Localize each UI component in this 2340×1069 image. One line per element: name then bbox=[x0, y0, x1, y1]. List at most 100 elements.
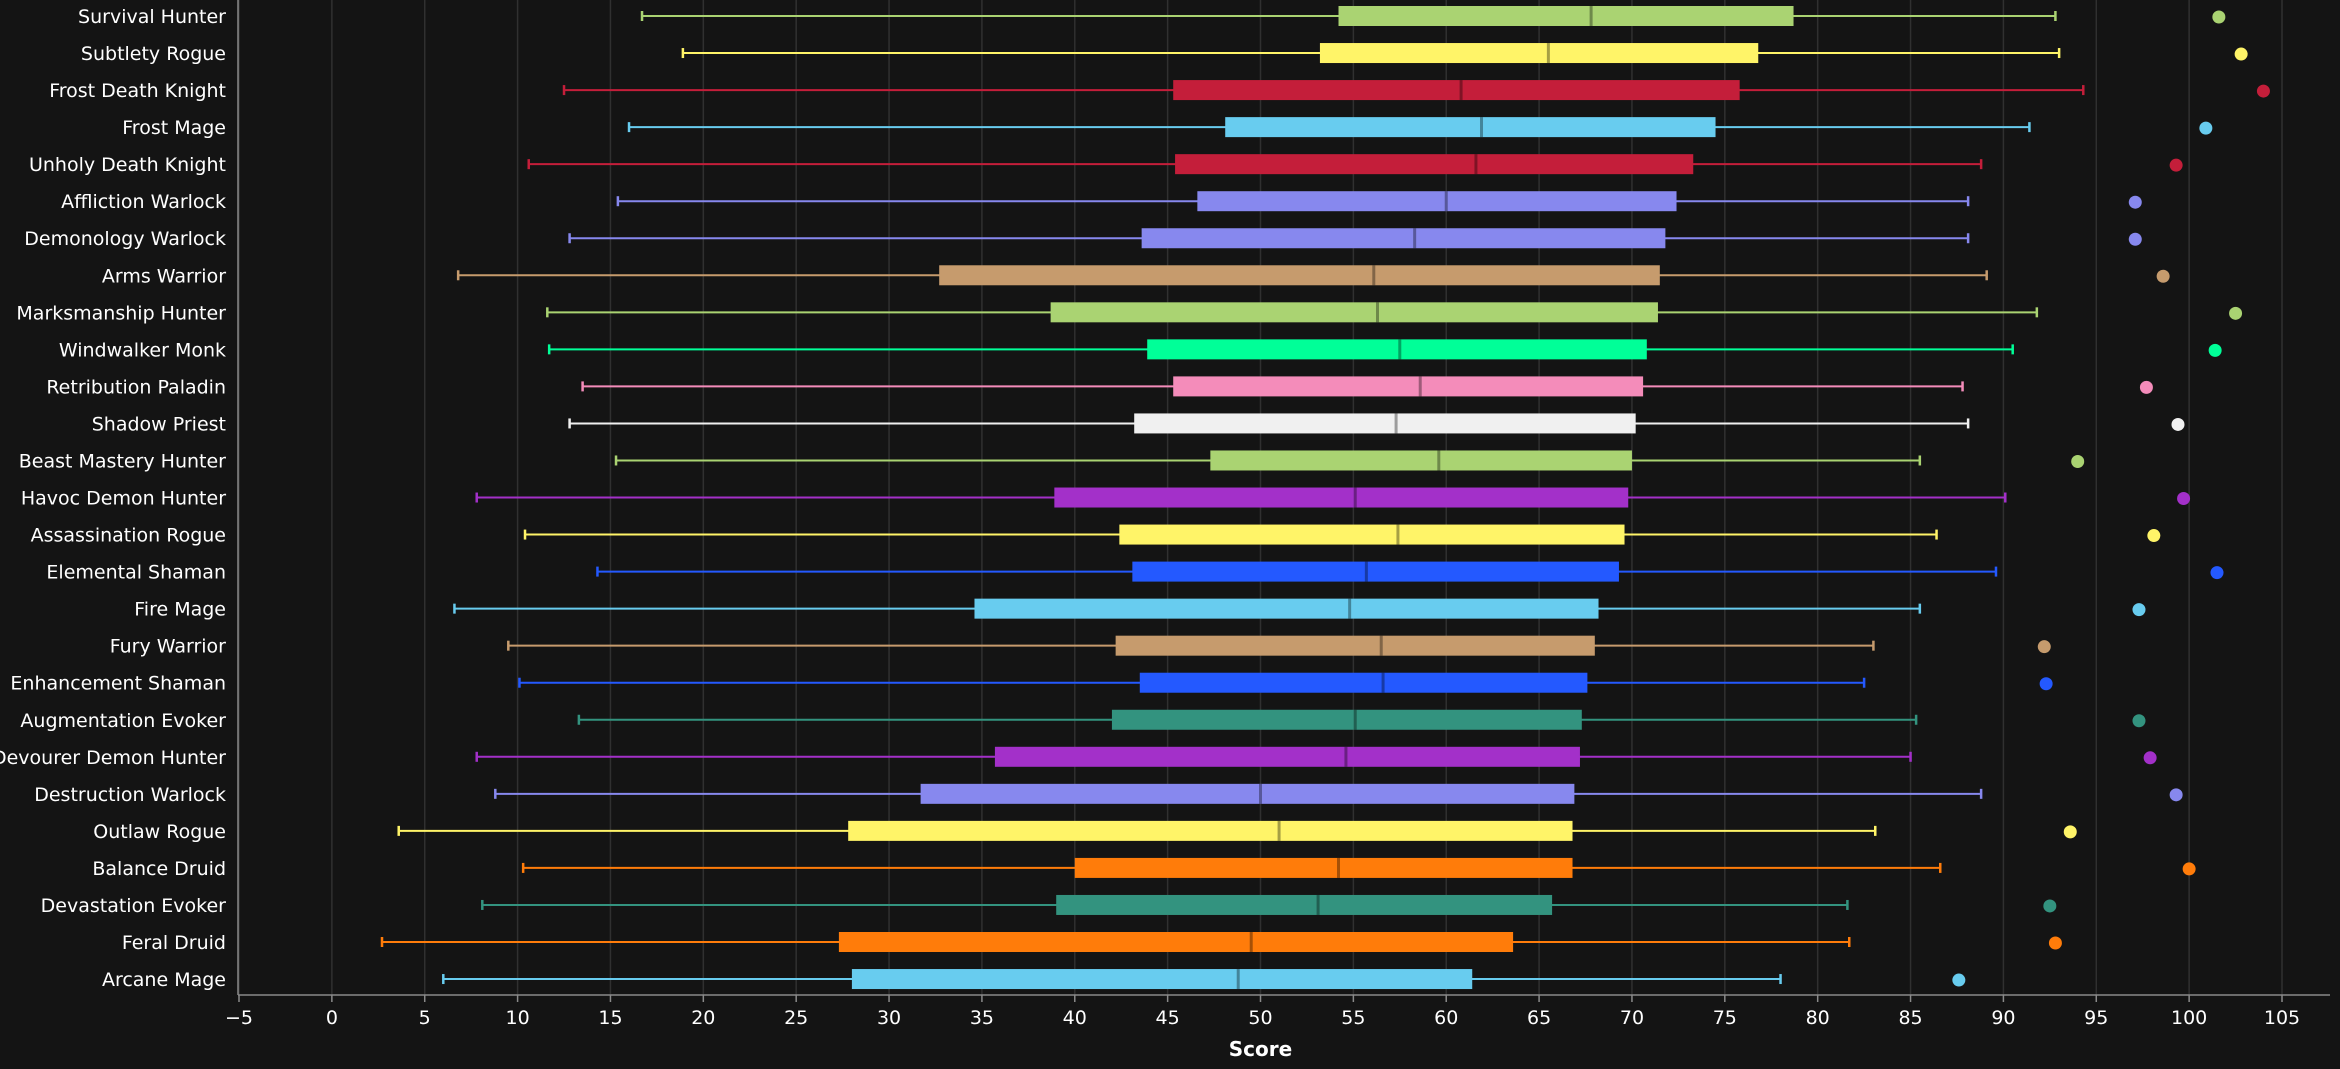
category-label: Elemental Shaman bbox=[46, 562, 226, 584]
outlier-point bbox=[2132, 603, 2146, 617]
box-series bbox=[546, 302, 2243, 323]
box-iqr bbox=[851, 969, 1473, 990]
category-label: Survival Hunter bbox=[78, 6, 226, 28]
box-series bbox=[494, 783, 2183, 804]
category-label: Destruction Warlock bbox=[34, 784, 226, 806]
outlier-point bbox=[2210, 566, 2224, 580]
box-iqr bbox=[1197, 191, 1677, 212]
box-iqr bbox=[1111, 709, 1582, 730]
box-series bbox=[527, 154, 2183, 175]
x-tick-label: 0 bbox=[326, 1007, 338, 1029]
x-tick-label: 35 bbox=[970, 1007, 994, 1029]
box-series bbox=[568, 228, 2142, 249]
box-iqr bbox=[1141, 228, 1666, 249]
box-series bbox=[456, 265, 2170, 286]
box-iqr bbox=[1074, 857, 1573, 878]
x-tick-label: 20 bbox=[691, 1007, 715, 1029]
box-iqr bbox=[1050, 302, 1658, 323]
category-label: Feral Druid bbox=[122, 932, 226, 954]
box-iqr bbox=[1139, 672, 1588, 693]
category-label: Enhancement Shaman bbox=[10, 673, 226, 695]
category-label: Outlaw Rogue bbox=[93, 821, 226, 843]
box-iqr bbox=[1132, 561, 1619, 582]
box-iqr bbox=[1173, 376, 1644, 397]
outlier-point bbox=[2156, 269, 2170, 283]
box-series bbox=[616, 191, 2142, 212]
outlier-point bbox=[2147, 529, 2161, 543]
x-tick-label: 85 bbox=[1898, 1007, 1922, 1029]
outlier-point bbox=[2143, 751, 2157, 765]
x-tick-label: 55 bbox=[1341, 1007, 1365, 1029]
box-iqr bbox=[1119, 524, 1625, 545]
outlier-point bbox=[2071, 454, 2085, 468]
x-tick-label: 30 bbox=[877, 1007, 901, 1029]
outlier-point bbox=[2212, 10, 2226, 24]
category-label: Arms Warrior bbox=[102, 265, 226, 287]
x-tick-label: 65 bbox=[1527, 1007, 1551, 1029]
x-tick-label: −5 bbox=[225, 1007, 253, 1029]
outlier-point bbox=[2171, 417, 2185, 431]
category-label: Retribution Paladin bbox=[46, 376, 226, 398]
outlier-point bbox=[2177, 492, 2191, 506]
category-label: Devastation Evoker bbox=[41, 895, 227, 917]
category-labels: Survival Hunter Subtlety Rogue Frost Death… bbox=[0, 6, 226, 991]
box-series bbox=[521, 857, 2196, 878]
category-label: Frost Mage bbox=[122, 117, 226, 139]
box-series bbox=[507, 635, 2051, 656]
box-series bbox=[596, 561, 2224, 582]
category-label: Frost Death Knight bbox=[49, 80, 226, 102]
box-series bbox=[568, 413, 2185, 434]
category-label: Shadow Priest bbox=[92, 413, 226, 435]
box-iqr bbox=[1134, 413, 1636, 434]
outlier-point bbox=[2139, 380, 2153, 394]
outlier-point bbox=[2043, 899, 2057, 913]
box-series bbox=[475, 746, 2157, 767]
category-label: Devourer Demon Hunter bbox=[0, 747, 226, 769]
outlier-point bbox=[2037, 640, 2051, 654]
box-series bbox=[518, 672, 2053, 693]
box-iqr bbox=[848, 820, 1573, 841]
outlier-point bbox=[2256, 84, 2270, 98]
box-series bbox=[453, 598, 2146, 619]
x-tick-label: 25 bbox=[784, 1007, 808, 1029]
box-iqr bbox=[1338, 6, 1794, 26]
x-tick-label: 45 bbox=[1156, 1007, 1180, 1029]
box-iqr bbox=[1054, 487, 1629, 508]
box-series bbox=[523, 524, 2161, 545]
category-label: Fury Warrior bbox=[110, 636, 226, 658]
box-series bbox=[627, 117, 2213, 138]
x-tick-label: 5 bbox=[419, 1007, 431, 1029]
box-series bbox=[397, 820, 2077, 841]
box-series bbox=[581, 376, 2153, 397]
category-label: Windwalker Monk bbox=[59, 339, 226, 361]
x-tick-label: 40 bbox=[1063, 1007, 1087, 1029]
x-tick-label: 10 bbox=[505, 1007, 529, 1029]
x-tick-label: 15 bbox=[598, 1007, 622, 1029]
box-iqr bbox=[1056, 894, 1553, 915]
category-label: Unholy Death Knight bbox=[29, 154, 226, 176]
box-iqr bbox=[939, 265, 1660, 286]
box-iqr bbox=[974, 598, 1599, 619]
outlier-point bbox=[2229, 306, 2243, 320]
box-iqr bbox=[1147, 339, 1647, 360]
x-tick-label: 105 bbox=[2264, 1007, 2300, 1029]
category-label: Fire Mage bbox=[134, 599, 226, 621]
outlier-point bbox=[2182, 862, 2196, 876]
box-series bbox=[640, 6, 2226, 26]
outlier-point bbox=[2169, 788, 2183, 802]
box-series bbox=[481, 894, 2057, 915]
box-series bbox=[547, 339, 2222, 360]
category-label: Havoc Demon Hunter bbox=[21, 488, 226, 510]
x-tick-label: 75 bbox=[1713, 1007, 1737, 1029]
outlier-point bbox=[2128, 195, 2142, 209]
box-series bbox=[475, 487, 2191, 508]
box-iqr bbox=[1225, 117, 1716, 138]
outlier-point bbox=[2208, 343, 2222, 357]
category-label: Assassination Rogue bbox=[31, 525, 226, 547]
outlier-point bbox=[2128, 232, 2142, 246]
box-series bbox=[577, 709, 2146, 730]
box-iqr bbox=[994, 746, 1580, 767]
outlier-point bbox=[2063, 825, 2077, 839]
